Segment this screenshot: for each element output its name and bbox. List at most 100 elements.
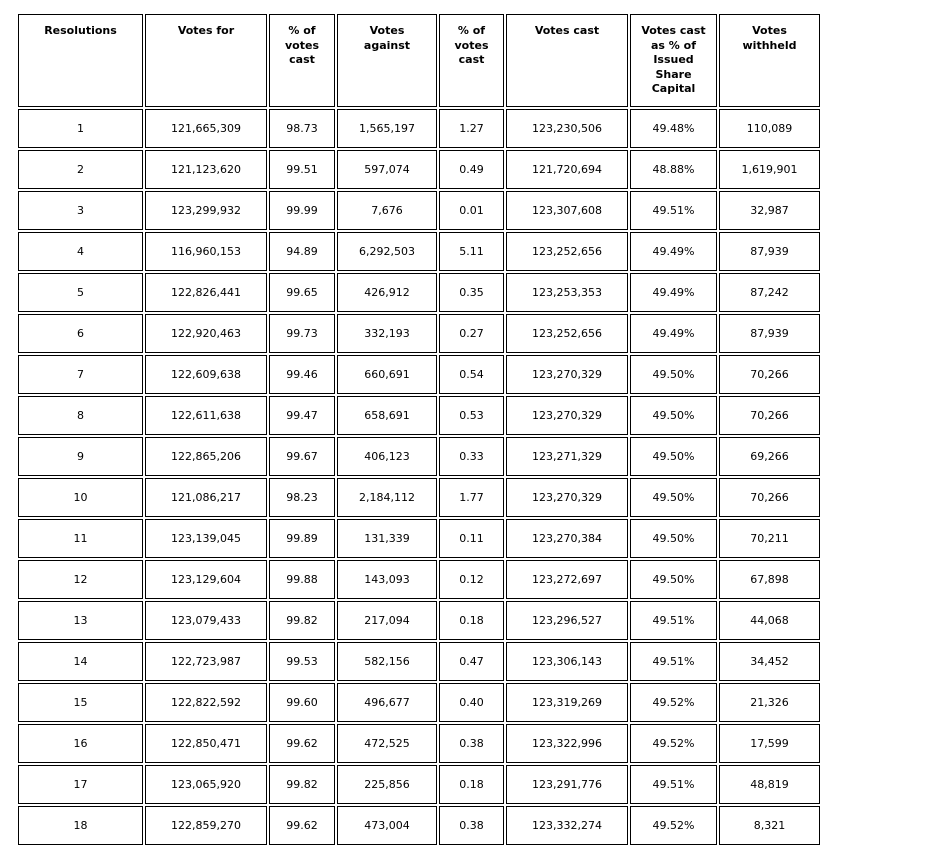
table-row: 17 123,065,920 99.82 225,856 0.18 123,291,776… [18,765,820,804]
table-cell: 32,987 [719,191,820,230]
table-cell: 98.23 [269,478,335,517]
column-header: Votes against [337,14,437,107]
table-row: 16 122,850,471 99.62 472,525 0.38 123,322,996… [18,724,820,763]
table-cell: 99.67 [269,437,335,476]
table-cell: 11 [18,519,143,558]
table-cell: 123,253,353 [506,273,628,312]
table-cell: 123,319,269 [506,683,628,722]
table-cell: 225,856 [337,765,437,804]
column-header: Votes cast [506,14,628,107]
table-cell: 1 [18,109,143,148]
table-row: 6 122,920,463 99.73 332,193 0.27 123,252,656 4… [18,314,820,353]
table-cell: 0.54 [439,355,504,394]
table-cell: 16 [18,724,143,763]
table-cell: 0.49 [439,150,504,189]
table-cell: 49.48% [630,109,717,148]
table-row: 11 123,139,045 99.89 131,339 0.11 123,270,384… [18,519,820,558]
table-cell: 99.73 [269,314,335,353]
table-cell: 0.12 [439,560,504,599]
table-cell: 123,270,329 [506,478,628,517]
table-cell: 7,676 [337,191,437,230]
table-row: 4 116,960,153 94.89 6,292,503 5.11 123,252,65… [18,232,820,271]
table-cell: 123,299,932 [145,191,267,230]
table-cell: 3 [18,191,143,230]
table-cell: 2,184,112 [337,478,437,517]
table-cell: 8,321 [719,806,820,845]
table-cell: 1.27 [439,109,504,148]
table-cell: 0.18 [439,601,504,640]
table-cell: 123,270,384 [506,519,628,558]
table-cell: 49.50% [630,396,717,435]
table-cell: 123,252,656 [506,314,628,353]
table-cell: 658,691 [337,396,437,435]
table-row: 13 123,079,433 99.82 217,094 0.18 123,296,527… [18,601,820,640]
column-header: Votes withheld [719,14,820,107]
table-cell: 123,322,996 [506,724,628,763]
table-cell: 98.73 [269,109,335,148]
table-cell: 99.47 [269,396,335,435]
table-cell: 0.35 [439,273,504,312]
table-cell: 0.38 [439,806,504,845]
table-cell: 123,272,697 [506,560,628,599]
table-cell: 99.89 [269,519,335,558]
table-cell: 122,859,270 [145,806,267,845]
column-header: Votes for [145,14,267,107]
table-cell: 49.50% [630,560,717,599]
table-header: Resolutions Votes for% of votes cast Votes… [18,14,820,107]
table-cell: 70,266 [719,478,820,517]
table-cell: 0.38 [439,724,504,763]
table-cell: 48.88% [630,150,717,189]
table-cell: 49.51% [630,642,717,681]
table-row: 7 122,609,638 99.46 660,691 0.54 123,270,329 4… [18,355,820,394]
table-cell: 122,920,463 [145,314,267,353]
table-row: 18 122,859,270 99.62 473,004 0.38 123,332,274… [18,806,820,845]
table-cell: 87,242 [719,273,820,312]
table-cell: 70,211 [719,519,820,558]
table-cell: 660,691 [337,355,437,394]
table-cell: 94.89 [269,232,335,271]
table-cell: 122,723,987 [145,642,267,681]
table-cell: 473,004 [337,806,437,845]
table-row: 8 122,611,638 99.47 658,691 0.53 123,270,329 4… [18,396,820,435]
table-row: 12 123,129,604 99.88 143,093 0.12 123,272,697… [18,560,820,599]
table-row: 3 123,299,932 99.99 7,676 0.01 123,307,608 49.… [18,191,820,230]
table-cell: 70,266 [719,355,820,394]
table-cell: 10 [18,478,143,517]
table-cell: 6,292,503 [337,232,437,271]
table-cell: 122,865,206 [145,437,267,476]
table-cell: 143,093 [337,560,437,599]
table-cell: 18 [18,806,143,845]
table-cell: 110,089 [719,109,820,148]
table-cell: 0.01 [439,191,504,230]
table-cell: 87,939 [719,314,820,353]
table-cell: 0.27 [439,314,504,353]
table-cell: 0.33 [439,437,504,476]
table-cell: 123,139,045 [145,519,267,558]
column-header: Votes cast as % of Issued Share Capital [630,14,717,107]
table-cell: 87,939 [719,232,820,271]
table-cell: 496,677 [337,683,437,722]
table-cell: 0.53 [439,396,504,435]
table-cell: 69,266 [719,437,820,476]
table-row: 5 122,826,441 99.65 426,912 0.35 123,253,353 4… [18,273,820,312]
table-cell: 49.50% [630,437,717,476]
column-header: % of votes cast [439,14,504,107]
table-cell: 49.52% [630,683,717,722]
table-cell: 12 [18,560,143,599]
table-cell: 49.51% [630,191,717,230]
table-cell: 123,079,433 [145,601,267,640]
table-cell: 121,665,309 [145,109,267,148]
table-cell: 99.65 [269,273,335,312]
table-cell: 123,291,776 [506,765,628,804]
table-cell: 426,912 [337,273,437,312]
column-header: % of votes cast [269,14,335,107]
table-cell: 332,193 [337,314,437,353]
table-cell: 1,565,197 [337,109,437,148]
table-cell: 123,065,920 [145,765,267,804]
table-cell: 122,850,471 [145,724,267,763]
table-cell: 49.52% [630,806,717,845]
table-cell: 7 [18,355,143,394]
table-cell: 49.51% [630,765,717,804]
table-cell: 122,609,638 [145,355,267,394]
table-cell: 14 [18,642,143,681]
